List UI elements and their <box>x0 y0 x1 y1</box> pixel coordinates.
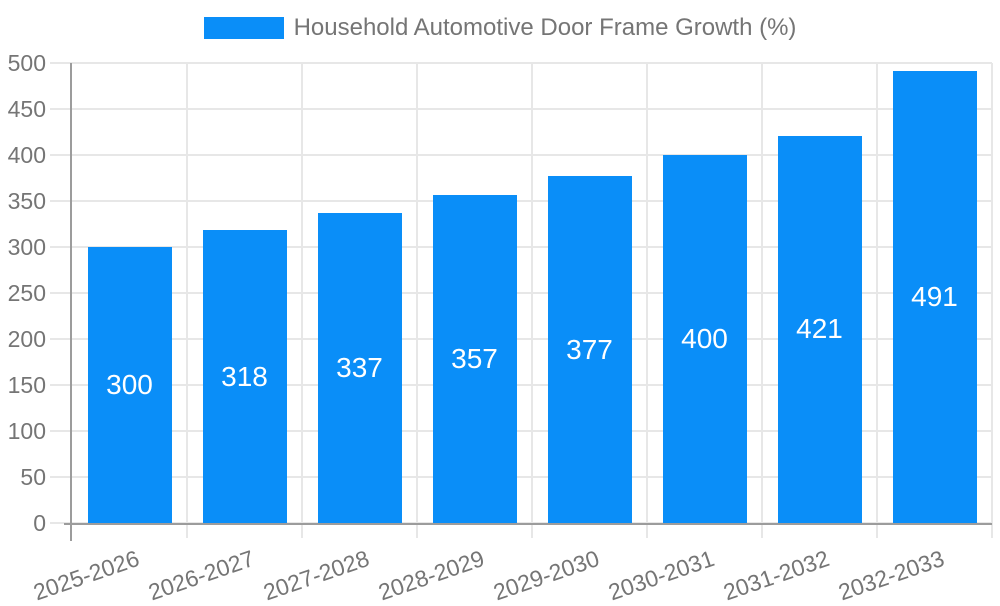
plot-area: 300 318 337 357 377 400 421 491 <box>50 62 993 541</box>
bar-value-label: 357 <box>451 342 498 374</box>
x-tick-label: 2025-2026 <box>29 545 142 606</box>
legend[interactable]: Household Automotive Door Frame Growth (… <box>0 14 1000 42</box>
gridline-v <box>186 63 188 538</box>
y-tick-label: 400 <box>7 142 46 168</box>
x-tick-label: 2028-2029 <box>374 545 487 606</box>
y-tick-label: 250 <box>7 280 46 306</box>
gridline-h <box>50 476 992 478</box>
bar[interactable]: 300 <box>87 247 172 523</box>
gridline-v <box>531 63 533 538</box>
gridline-h <box>50 292 992 294</box>
bar-value-label: 491 <box>911 281 958 313</box>
y-tick-label: 300 <box>7 234 46 260</box>
y-tick-label: 500 <box>7 50 46 76</box>
bar[interactable]: 318 <box>202 230 287 523</box>
gridline-h <box>50 200 992 202</box>
y-tick-label: 0 <box>33 510 46 536</box>
bar-value-label: 421 <box>796 313 843 345</box>
x-tick-label: 2029-2030 <box>489 545 602 606</box>
x-tick-label: 2027-2028 <box>259 545 372 606</box>
bar-value-label: 337 <box>336 351 383 383</box>
gridline-v <box>876 63 878 538</box>
gridline-v <box>991 63 993 538</box>
bar-value-label: 400 <box>681 323 728 354</box>
x-tick-label: 2030-2031 <box>604 545 717 606</box>
legend-swatch[interactable] <box>203 17 284 39</box>
gridline-v <box>761 63 763 538</box>
gridline-v <box>301 63 303 538</box>
bar-value-label: 377 <box>566 333 613 365</box>
y-tick-label: 100 <box>7 418 46 444</box>
bar-value-label: 300 <box>106 369 153 400</box>
gridline-h <box>50 62 992 64</box>
y-tick-label: 450 <box>7 96 46 122</box>
bar[interactable]: 377 <box>547 176 632 523</box>
gridline-h <box>50 154 992 156</box>
y-tick-label: 50 <box>20 464 46 490</box>
x-axis-line <box>64 523 992 525</box>
bar-value-label: 318 <box>221 360 268 392</box>
y-tick-label: 200 <box>7 326 46 352</box>
legend-label[interactable]: Household Automotive Door Frame Growth (… <box>293 14 797 41</box>
bar[interactable]: 357 <box>432 194 517 523</box>
x-tick-label: 2026-2027 <box>144 545 257 606</box>
bar[interactable]: 421 <box>777 135 862 523</box>
bar[interactable]: 400 <box>662 155 747 523</box>
gridline-v <box>646 63 648 538</box>
gridline-h <box>50 338 992 340</box>
gridline-h <box>50 108 992 110</box>
x-tick-label: 2032-2033 <box>834 545 947 606</box>
gridline-h <box>50 430 992 432</box>
gridline-h <box>50 384 992 386</box>
y-axis-line <box>70 63 72 541</box>
gridline-v <box>416 63 418 538</box>
gridline-h <box>50 246 992 248</box>
y-tick-label: 150 <box>7 372 46 398</box>
bar[interactable]: 337 <box>317 212 402 523</box>
x-tick-label: 2031-2032 <box>719 545 832 606</box>
y-tick-label: 350 <box>7 188 46 214</box>
bar[interactable]: 491 <box>892 71 977 523</box>
